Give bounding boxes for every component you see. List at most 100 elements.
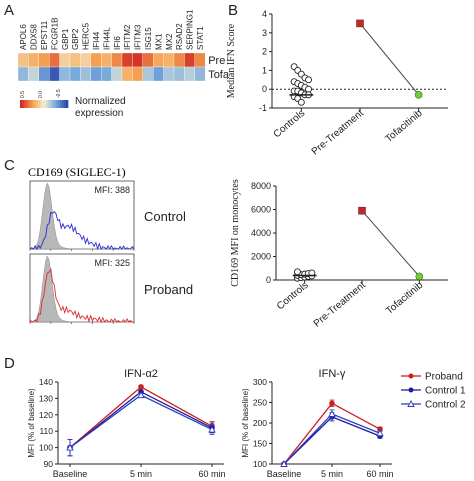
heatmap-cell [28, 52, 39, 68]
heatmap-cell [111, 66, 123, 82]
x-tick-label: Controls [275, 280, 311, 312]
heatmap-cell [101, 66, 112, 82]
heatmap-cell [121, 52, 133, 68]
heatmap-cell [69, 52, 81, 68]
scale-swatch [30, 100, 33, 108]
gene-label: GBP1 [61, 28, 70, 50]
y-tick-label: 100 [253, 459, 267, 469]
y-tick-label: 130 [39, 393, 53, 403]
y-tick-label: 110 [39, 426, 53, 436]
scale-swatch [64, 100, 67, 108]
chart-title: IFN-α2 [124, 368, 158, 380]
heatmap-cell [132, 66, 143, 82]
scale-tick: 0.5 [20, 91, 26, 98]
gene-label: GBP2 [71, 28, 80, 50]
data-point-triangle [280, 460, 288, 467]
scale-swatch [42, 100, 45, 108]
panel-label-a: A [4, 2, 14, 19]
ifn-score-plot: -1 0 1 2 3 4 Median IFN Score Controls Pre-Treat… [226, 9, 448, 157]
gene-label: EPST11 [40, 20, 49, 50]
heatmap-cell [194, 66, 206, 82]
data-point-triangle [66, 443, 74, 451]
heatmap-cell [173, 52, 185, 68]
heatmap-cell [59, 52, 71, 68]
gene-label: RSAD2 [175, 23, 184, 50]
tofacitinib-point [415, 272, 424, 281]
x-tick-label: Tofacitinib [383, 108, 424, 145]
mfi-value: MFI: 388 [94, 185, 130, 195]
heatmap-cell [59, 66, 71, 82]
line-legend: Proband Control 1 Control 2 [401, 372, 466, 411]
scale-swatch [28, 100, 31, 108]
scale-swatch [20, 100, 23, 108]
x-tick-label: 5 min [321, 469, 343, 479]
x-tick-label: 60 min [198, 469, 225, 479]
gene-label: IFI44 [92, 31, 101, 50]
y-tick-label: 0 [262, 84, 267, 94]
y-tick-label: 4 [262, 9, 267, 19]
scale-swatch [52, 100, 55, 108]
panel-label-b: B [228, 2, 238, 19]
y-tick-label: 120 [39, 410, 53, 420]
heatmap-cell [163, 52, 175, 68]
scale-swatch [54, 100, 57, 108]
scale-swatch [56, 100, 59, 108]
scale-swatch [32, 100, 35, 108]
legend-marker [408, 373, 414, 379]
y-tick-label: 8000 [251, 181, 271, 191]
heatmap-legend: Normalized expression 0.5 0.0 -0.5 [20, 89, 126, 119]
y-tick-label: 300 [253, 377, 267, 387]
y-tick-label: 2 [262, 47, 267, 57]
control-point [297, 98, 305, 106]
y-tick-label: -1 [259, 103, 267, 113]
gene-label: IFITM3 [134, 24, 143, 50]
y-tick-label: 6000 [251, 205, 271, 215]
x-tick-label: Pre-Treatment [310, 108, 366, 158]
heatmap-cell [142, 66, 154, 82]
ifn-gamma-plot: 100 150 200 250 300 Baseline 5 min 60 min IFN-γ M… [241, 368, 394, 479]
scale-swatch [50, 100, 53, 108]
scale-swatch [44, 100, 47, 108]
heatmap-cell [132, 52, 143, 68]
y-tick-label: 150 [253, 439, 267, 449]
gene-label: STAT1 [196, 26, 205, 50]
y-axis-label: MFI (% of baseline) [241, 388, 250, 458]
histogram-sample-label: Proband [144, 282, 193, 297]
scale-swatch [48, 100, 51, 108]
heatmap-cell [80, 66, 91, 82]
histogram-sample-label: Control [144, 209, 186, 224]
y-tick-label: 3 [262, 28, 267, 38]
heatmap-cell [194, 52, 206, 68]
y-axis-label: MFI (% of baseline) [27, 388, 36, 458]
scale-tick: -0.5 [56, 89, 62, 98]
cd169-plot: 0 2000 4000 6000 8000 CD169 MFI on monocytes C… [230, 179, 448, 329]
gene-label: FCGR1B [50, 18, 59, 50]
gene-label: ISG15 [144, 27, 153, 50]
scale-swatch [58, 100, 61, 108]
ifn-alpha2-plot: 90 100 110 120 130 140 Baseline 5 min 60 min IFN-… [27, 368, 226, 479]
heatmap-cell [184, 52, 195, 68]
control-point [305, 85, 312, 93]
gene-label: MX2 [165, 33, 174, 50]
legend-marker [408, 387, 414, 393]
sample-histogram-line [29, 267, 134, 324]
scale-swatch [22, 100, 25, 108]
data-point-triangle [328, 410, 336, 417]
series-line [69, 394, 213, 449]
gene-label: APOL6 [19, 24, 28, 50]
scale-swatch [62, 100, 65, 108]
heatmap-panel: APOL6 DDX58 EPST11 FCGR1B GBP1 GBP2 HERC5 IFI44… [17, 9, 230, 82]
data-point-triangle [208, 425, 216, 433]
gene-label: IFI6 [113, 36, 122, 50]
heatmap-cell [101, 52, 112, 68]
y-tick-label: 1 [262, 65, 267, 75]
data-point [329, 400, 335, 407]
heatmap-cell [38, 52, 50, 68]
y-tick-label: 90 [44, 459, 54, 469]
x-tick-label: Baseline [267, 469, 302, 479]
gene-label: SERPING1 [186, 9, 195, 50]
chart-title: IFN-γ [319, 368, 346, 380]
data-point [138, 384, 144, 390]
panel-c-title: CD169 (SIGLEC-1) [28, 165, 126, 179]
